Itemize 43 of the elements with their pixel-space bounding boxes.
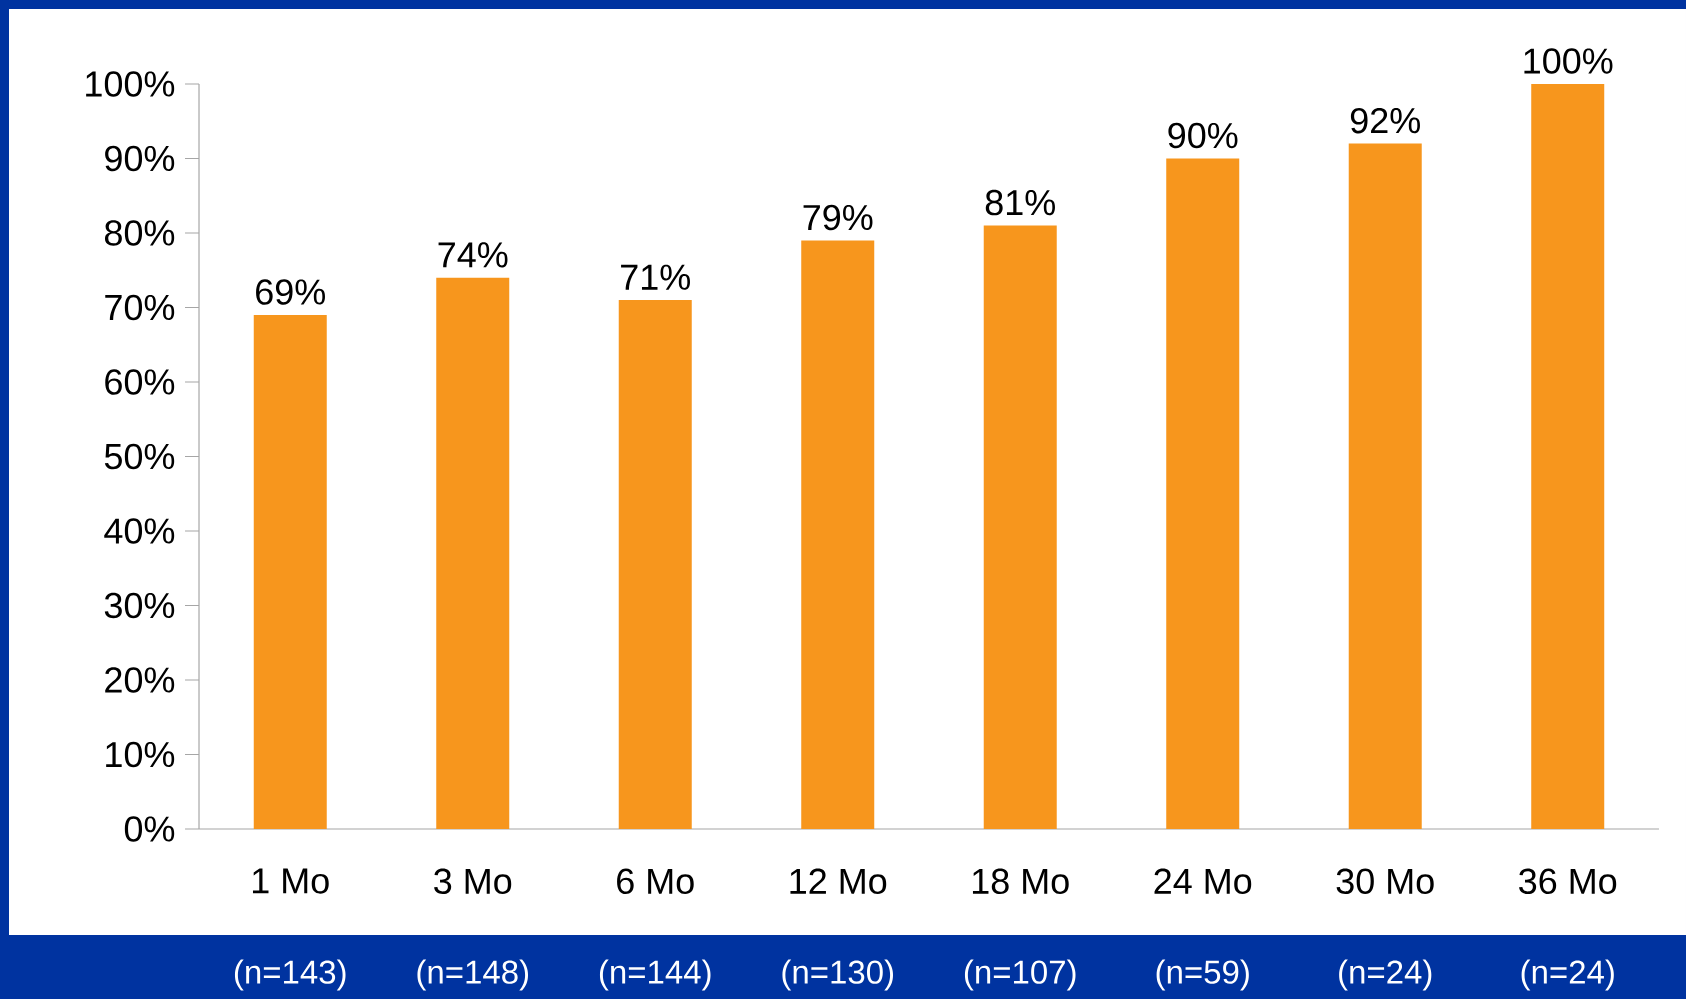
y-tick-label: 80% xyxy=(104,220,175,246)
data-label: 90% xyxy=(1168,122,1238,149)
y-tick-label: 10% xyxy=(106,741,175,768)
data-label: 71% xyxy=(621,264,690,290)
x-tick-label: 30 Mo xyxy=(1336,868,1434,895)
data-label: 92% xyxy=(1350,107,1420,134)
y-tick-label: 0% xyxy=(124,816,175,842)
text: (n=143) xyxy=(234,959,346,991)
x-tick-label: 3 Mo xyxy=(434,868,512,895)
text: (n=144) xyxy=(599,959,711,991)
y-tick-label: 40% xyxy=(104,518,175,544)
text: (n=59) xyxy=(1156,959,1249,991)
text: (n=107) xyxy=(964,959,1076,991)
text: (n=148) xyxy=(417,959,529,991)
x-tick-label: 24 Mo xyxy=(1154,868,1252,895)
y-tick-label: 90% xyxy=(105,145,175,172)
data-label: 69% xyxy=(256,279,325,305)
y-tick-label: 70% xyxy=(105,294,175,321)
data-label: 100% xyxy=(1524,48,1613,74)
x-tick-label: 6 Mo xyxy=(617,868,694,895)
bar xyxy=(983,225,1057,829)
data-label: 74% xyxy=(438,242,508,268)
y-tick-label: 50% xyxy=(104,443,175,470)
bar xyxy=(801,240,875,829)
bar xyxy=(1348,143,1422,829)
y-tick-label: 20% xyxy=(105,667,175,693)
data-label: 79% xyxy=(803,204,873,231)
text: (n=24) xyxy=(1521,959,1614,991)
bar xyxy=(618,300,692,829)
bar xyxy=(1531,83,1605,829)
bar xyxy=(253,314,327,829)
x-tick-label: 36 Mo xyxy=(1519,868,1617,895)
x-tick-label: 12 Mo xyxy=(790,868,887,895)
text: (n=130) xyxy=(782,959,894,991)
bar xyxy=(436,277,510,829)
bar xyxy=(1166,158,1240,829)
y-tick-label: 30% xyxy=(104,592,175,619)
text: (n=24) xyxy=(1339,959,1432,991)
y-tick-label: 60% xyxy=(105,369,175,395)
y-tick-label: 100% xyxy=(86,71,175,97)
x-tick-label: 18 Mo xyxy=(972,868,1069,895)
x-tick-label: 1 Mo xyxy=(252,868,329,894)
data-label: 81% xyxy=(985,189,1055,216)
